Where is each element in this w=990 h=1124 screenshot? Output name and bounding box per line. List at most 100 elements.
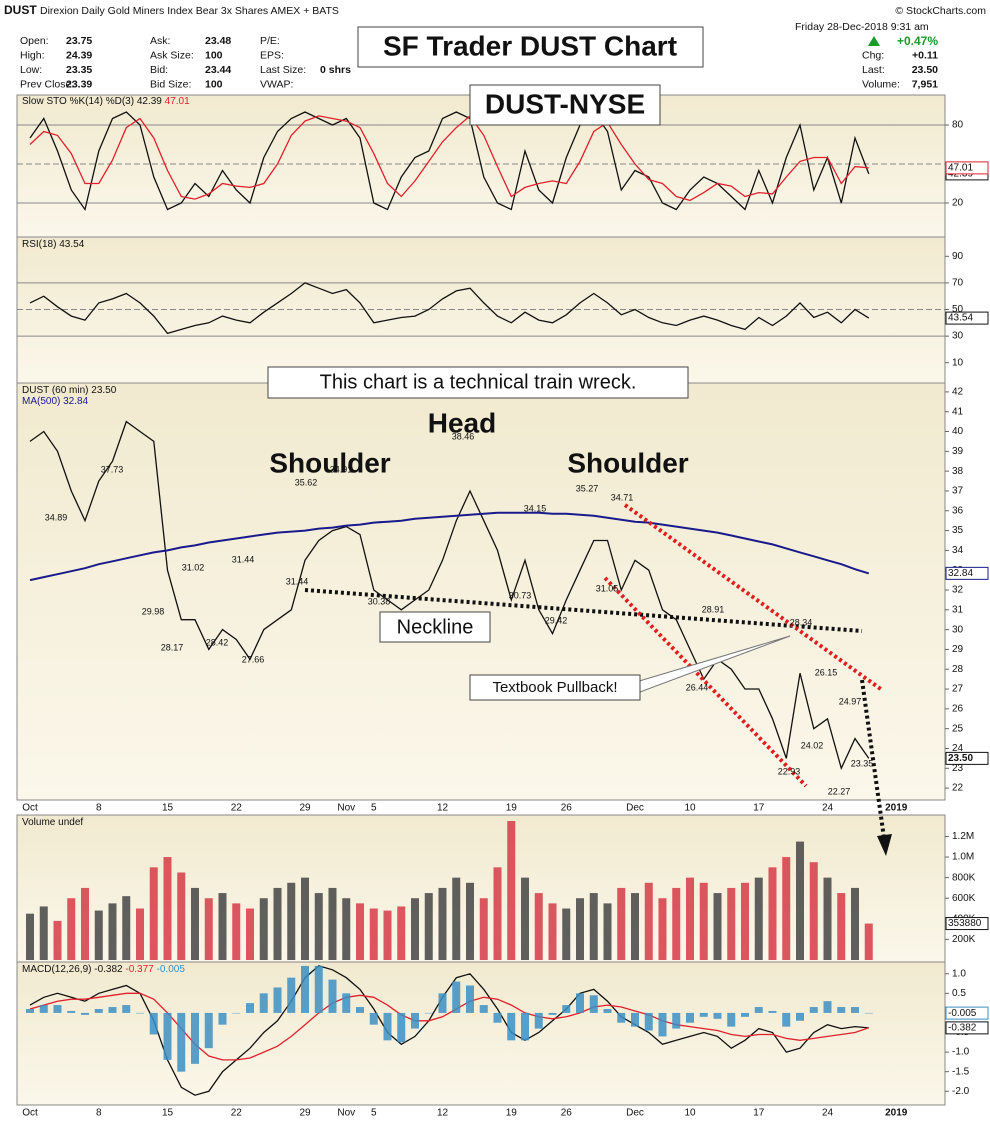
bar	[218, 893, 227, 960]
y-tick-label: 1.0	[952, 968, 966, 979]
bar	[603, 903, 612, 960]
bar	[727, 887, 736, 960]
series-line	[29, 111, 870, 212]
shoulder-label: Shoulder	[269, 447, 390, 478]
bar	[686, 1012, 694, 1023]
bar	[342, 993, 351, 1013]
field-label: Last Size:	[260, 64, 306, 76]
bar	[589, 893, 598, 960]
y-tick-label: 24	[952, 743, 964, 754]
bar	[672, 1012, 681, 1029]
field-label: EPS:	[260, 49, 284, 61]
bar	[479, 1005, 488, 1013]
bar	[301, 877, 309, 960]
bar	[548, 1012, 557, 1015]
bar	[163, 1012, 172, 1060]
field-value: +0.11	[912, 49, 938, 61]
x-tick-label: 8	[96, 803, 102, 814]
y-tick-label: 70	[952, 278, 964, 289]
field-label: P/E:	[260, 35, 280, 47]
bar	[534, 893, 543, 960]
bar	[67, 1010, 76, 1013]
y-tick-label: 30	[952, 331, 964, 342]
y-tick-label: 23	[952, 763, 964, 774]
series-line	[29, 511, 870, 582]
bar	[576, 898, 584, 960]
bar	[136, 1012, 144, 1014]
price-label: 22.93	[778, 766, 801, 776]
channel-lower	[603, 576, 808, 788]
bar	[603, 1009, 612, 1013]
label-part: DUST (60 min)	[22, 385, 91, 396]
y-tick-label: -1.5	[952, 1066, 970, 1077]
bar	[672, 887, 681, 960]
price-label: 35.62	[295, 477, 318, 487]
x-tick-label: Dec	[626, 803, 644, 814]
label-part: 42.39	[137, 96, 165, 107]
price-label: 31.44	[232, 554, 255, 564]
field-label: Bid:	[150, 64, 168, 76]
x-tick-label: Oct	[22, 803, 38, 814]
label-part: MA(500)	[22, 396, 63, 407]
y-tick-label: 30	[952, 624, 964, 635]
y-tick-label: 32	[952, 585, 964, 596]
bar	[851, 1007, 859, 1013]
label-part: Slow STO %K(14) %D(3)	[22, 96, 137, 107]
bar	[424, 1012, 433, 1014]
bar	[493, 867, 502, 960]
field-label: Chg:	[862, 49, 884, 61]
price-label: 31.02	[182, 562, 205, 572]
value-badge-label: -0.005	[948, 1008, 977, 1019]
bar	[589, 995, 598, 1013]
field-label: Low:	[20, 64, 42, 76]
label-part: 32.84	[63, 396, 88, 407]
value-badge-label: 23.50	[948, 753, 973, 764]
field-value: 23.48	[205, 35, 231, 47]
field-label: Bid Size:	[150, 78, 191, 90]
x-tick-label: 17	[753, 1108, 765, 1119]
value-badge-label: 353880	[948, 918, 982, 929]
bar	[699, 1012, 708, 1017]
bar	[94, 1009, 103, 1013]
x-tick-label: 10	[684, 803, 696, 814]
bar	[686, 877, 694, 960]
bar	[53, 1005, 62, 1013]
bar	[122, 896, 131, 960]
subtitle: DUST-NYSE	[485, 88, 645, 119]
field-value: 7,951	[912, 78, 938, 90]
panel-label: Slow STO %K(14) %D(3) 42.39 47.01	[22, 96, 190, 107]
bar	[246, 908, 254, 960]
price-label: 34.15	[524, 503, 547, 513]
bar	[864, 1012, 873, 1014]
symbol: DUST	[4, 3, 37, 17]
source: © StockCharts.com	[895, 5, 986, 17]
panels	[16, 94, 946, 1106]
x-tick-label: 19	[506, 803, 518, 814]
bar	[411, 898, 419, 960]
bar	[548, 903, 557, 960]
bar	[81, 1012, 89, 1015]
y-tick-label: 50	[952, 304, 964, 315]
x-tick-label: 8	[96, 1108, 102, 1119]
y-tick-label: 1.2M	[952, 831, 974, 842]
price-label: 28.91	[702, 604, 725, 614]
label-part: -0.382	[94, 964, 125, 975]
bar	[809, 862, 818, 960]
y-tick-label: 31	[952, 604, 964, 615]
price-label: 22.27	[828, 786, 851, 796]
field-value: 23.75	[66, 35, 92, 47]
y-tick-label: 35	[952, 525, 964, 536]
price-label: 34.91	[330, 464, 353, 474]
header: DUST Direxion Daily Gold Miners Index Be…	[4, 3, 986, 90]
bar	[699, 882, 708, 960]
field-label: Last:	[862, 64, 885, 76]
bar	[383, 1012, 392, 1041]
y-tick-label: 36	[952, 505, 964, 516]
value-badge-label: 47.01	[948, 163, 973, 174]
bar	[328, 887, 337, 960]
bar	[94, 910, 103, 960]
series-line	[29, 114, 869, 202]
field-label: Ask:	[150, 35, 170, 47]
bar	[273, 887, 282, 960]
x-tick-label: 26	[561, 803, 573, 814]
